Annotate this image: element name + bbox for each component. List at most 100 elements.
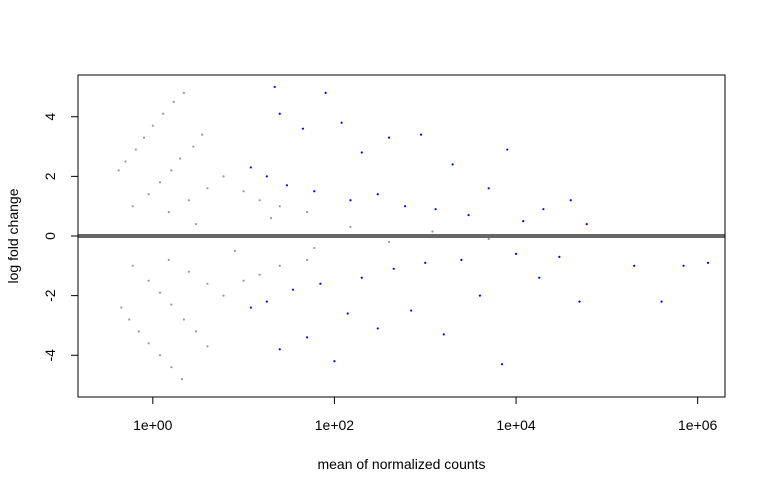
data-point: [273, 85, 276, 89]
data-point: [131, 264, 134, 267]
data-point: [222, 175, 225, 178]
data-point: [258, 199, 261, 202]
data-point: [128, 318, 131, 321]
data-point: [167, 258, 170, 261]
data-point: [388, 240, 391, 244]
data-point: [313, 190, 316, 193]
data-point: [117, 169, 120, 172]
data-point: [633, 264, 636, 267]
data-point: [242, 279, 245, 282]
data-point: [195, 222, 198, 226]
data-point: [376, 193, 379, 196]
data-point: [170, 366, 173, 369]
data-point: [258, 273, 261, 276]
data-point: [460, 258, 463, 261]
data-point: [514, 252, 518, 255]
data-point: [192, 145, 195, 148]
data-point: [434, 208, 437, 211]
data-point: [392, 267, 395, 270]
x-tick-label: 1e+02: [315, 417, 355, 433]
data-point: [180, 378, 184, 381]
series-0: [117, 91, 490, 381]
data-point: [131, 205, 134, 208]
data-point: [424, 261, 427, 264]
data-point: [487, 237, 490, 241]
data-point: [324, 91, 327, 94]
data-point: [242, 190, 245, 193]
data-point: [170, 303, 173, 306]
data-point: [301, 127, 305, 130]
x-tick-label: 1e+00: [133, 417, 173, 433]
data-point: [278, 348, 281, 351]
data-point: [158, 181, 162, 184]
data-point: [478, 294, 482, 297]
data-point: [269, 217, 273, 220]
data-point: [206, 187, 209, 190]
data-point: [451, 163, 454, 166]
data-point: [187, 199, 191, 202]
data-point: [319, 282, 322, 285]
data-point: [285, 184, 289, 187]
y-axis-title: log fold change: [5, 188, 21, 283]
data-point: [349, 199, 352, 202]
data-point: [134, 148, 137, 151]
data-point: [349, 225, 352, 229]
data-point: [585, 222, 588, 226]
y-tick-label: 0: [42, 232, 58, 240]
points-layer: [117, 85, 710, 381]
data-point: [222, 294, 225, 297]
data-point: [206, 345, 209, 348]
data-point: [388, 136, 391, 139]
data-point: [333, 360, 336, 363]
data-point: [206, 282, 209, 285]
data-point: [291, 288, 295, 291]
data-point: [506, 148, 509, 151]
data-point: [313, 246, 316, 250]
data-point: [376, 327, 379, 330]
data-point: [120, 306, 123, 309]
y-tick-label: 2: [42, 172, 58, 180]
data-point: [442, 333, 445, 336]
data-point: [682, 264, 685, 267]
data-point: [500, 363, 504, 366]
data-point: [147, 279, 150, 282]
data-point: [360, 151, 363, 154]
data-point: [167, 211, 170, 214]
y-tick-label: -4: [42, 349, 58, 362]
data-point: [124, 160, 127, 163]
data-point: [170, 169, 173, 172]
data-point: [278, 264, 281, 267]
data-point: [147, 193, 150, 196]
data-point: [306, 336, 309, 339]
data-point: [660, 300, 663, 303]
data-point: [431, 230, 434, 233]
data-point: [538, 276, 541, 279]
data-point: [151, 124, 154, 127]
data-point: [522, 219, 525, 223]
series-1: [249, 85, 710, 366]
data-point: [346, 312, 349, 315]
data-point: [233, 249, 236, 253]
data-point: [578, 300, 581, 303]
x-axis-title: mean of normalized counts: [317, 456, 485, 472]
data-point: [410, 309, 413, 312]
data-point: [706, 261, 710, 264]
data-point: [569, 199, 572, 202]
data-point: [137, 330, 140, 333]
data-point: [360, 276, 363, 279]
x-tick-label: 1e+04: [496, 417, 536, 433]
y-tick-label: 4: [42, 113, 58, 121]
x-axis: 1e+00 1e+02 1e+04 1e+06: [133, 396, 718, 433]
data-point: [162, 112, 165, 115]
data-point: [404, 205, 407, 208]
data-point: [249, 166, 252, 169]
data-point: [306, 258, 309, 261]
data-point: [158, 354, 162, 357]
data-point: [467, 214, 470, 217]
data-point: [419, 133, 423, 136]
data-point: [142, 136, 146, 139]
data-point: [278, 112, 281, 115]
data-point: [187, 270, 191, 273]
y-tick-label: -2: [42, 289, 58, 302]
